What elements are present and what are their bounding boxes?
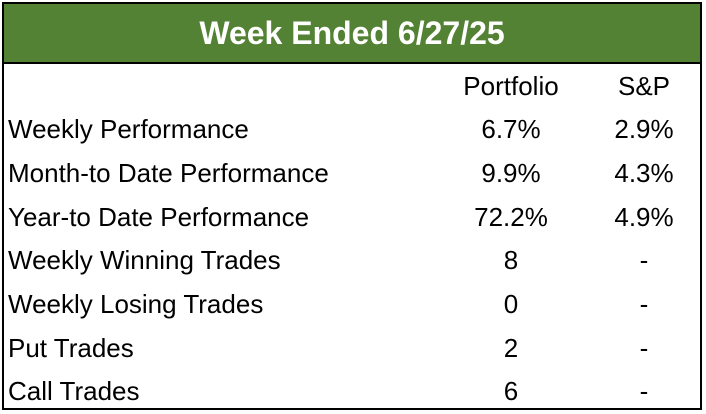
table-row-weekly-performance: Weekly Performance 6.7% 2.9% xyxy=(4,108,700,152)
row-label: Weekly Performance xyxy=(8,114,249,145)
row-label: Call Trades xyxy=(8,376,140,407)
portfolio-value: 6.7% xyxy=(481,114,541,145)
row-label: Month-to Date Performance xyxy=(8,158,329,189)
sp-value: - xyxy=(639,289,649,320)
table-row-month-to-date: Month-to Date Performance 9.9% 4.3% xyxy=(4,152,700,196)
sp-column-header: S&P xyxy=(617,70,671,101)
sp-value: 4.9% xyxy=(614,201,674,232)
table-row-call-trades: Call Trades 6 - xyxy=(4,370,700,408)
column-header-row: Portfolio S&P xyxy=(4,64,700,108)
portfolio-column-header: Portfolio xyxy=(463,70,559,101)
portfolio-value: 8 xyxy=(503,245,519,276)
table-row-losing-trades: Weekly Losing Trades 0 - xyxy=(4,283,700,327)
row-label: Year-to Date Performance xyxy=(8,201,310,232)
portfolio-value: 2 xyxy=(503,332,519,363)
table-row-put-trades: Put Trades 2 - xyxy=(4,326,700,370)
sp-value: 4.3% xyxy=(614,158,674,189)
table-row-year-to-date: Year-to Date Performance 72.2% 4.9% xyxy=(4,195,700,239)
sp-value: - xyxy=(639,245,649,276)
table-title: Week Ended 6/27/25 xyxy=(4,4,700,64)
sp-value: - xyxy=(639,376,649,407)
sp-value: 2.9% xyxy=(614,114,674,145)
weekly-summary-table: Week Ended 6/27/25 Portfolio S&P Weekly … xyxy=(2,2,702,410)
row-label: Weekly Winning Trades xyxy=(8,245,281,276)
sp-value: - xyxy=(639,332,649,363)
row-label: Weekly Losing Trades xyxy=(8,289,264,320)
row-label: Put Trades xyxy=(8,332,134,363)
table-row-winning-trades: Weekly Winning Trades 8 - xyxy=(4,239,700,283)
portfolio-value: 9.9% xyxy=(481,158,541,189)
portfolio-value: 0 xyxy=(503,289,519,320)
portfolio-value: 6 xyxy=(503,376,519,407)
portfolio-value: 72.2% xyxy=(474,201,548,232)
